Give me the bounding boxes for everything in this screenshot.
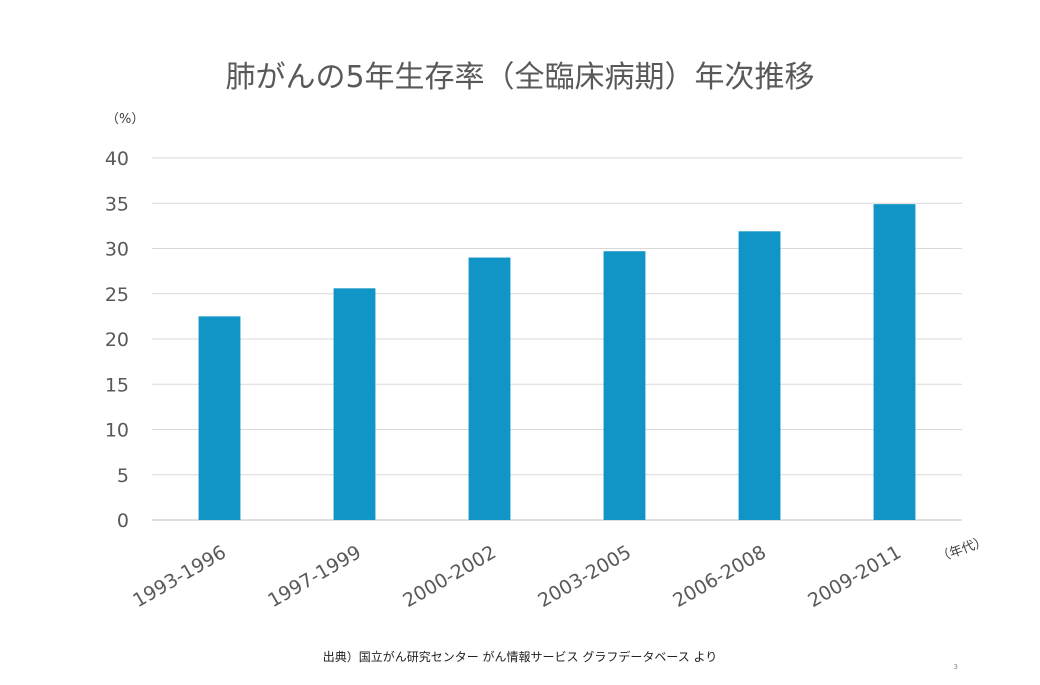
y-tick-label: 25 — [105, 284, 129, 306]
y-tick-label: 40 — [105, 148, 129, 170]
x-tick-label: 2009-2011 — [804, 541, 905, 612]
y-axis-unit-label: （%） — [106, 112, 145, 127]
bar-2003-2005 — [603, 251, 646, 520]
y-tick-label: 35 — [105, 193, 129, 215]
bars — [198, 204, 916, 520]
bar-1993-1996 — [198, 316, 241, 520]
x-tick-label: 2000-2002 — [399, 541, 500, 612]
gridlines — [152, 157, 962, 521]
x-tick-label: 1993-1996 — [129, 541, 230, 612]
y-tick-label: 30 — [105, 239, 129, 261]
bar-1997-1999 — [333, 288, 376, 520]
x-axis-ticks: 1993-1996 1997-1999 2000-2002 2003-2005 2006… — [129, 541, 905, 612]
bar-2006-2008 — [738, 231, 781, 520]
y-tick-label: 15 — [105, 374, 129, 396]
y-tick-label: 0 — [117, 510, 129, 532]
bar-2000-2002 — [468, 257, 511, 520]
bar-2009-2011 — [873, 204, 916, 520]
y-tick-label: 10 — [105, 420, 129, 442]
x-tick-label: 2003-2005 — [534, 541, 635, 612]
page-number: 3 — [953, 663, 958, 671]
y-tick-label: 20 — [105, 329, 129, 351]
x-tick-label: 1997-1999 — [264, 541, 365, 612]
x-tick-label: 2006-2008 — [669, 541, 770, 612]
chart-title: 肺がんの5年生存率（全臨床病期）年次推移 — [225, 60, 815, 95]
source-note: 出典）国立がん研究センター がん情報サービス グラフデータベース より — [322, 650, 718, 664]
y-tick-label: 5 — [117, 465, 129, 487]
y-axis-ticks: 0 5 10 15 20 25 30 35 40 — [105, 148, 129, 532]
